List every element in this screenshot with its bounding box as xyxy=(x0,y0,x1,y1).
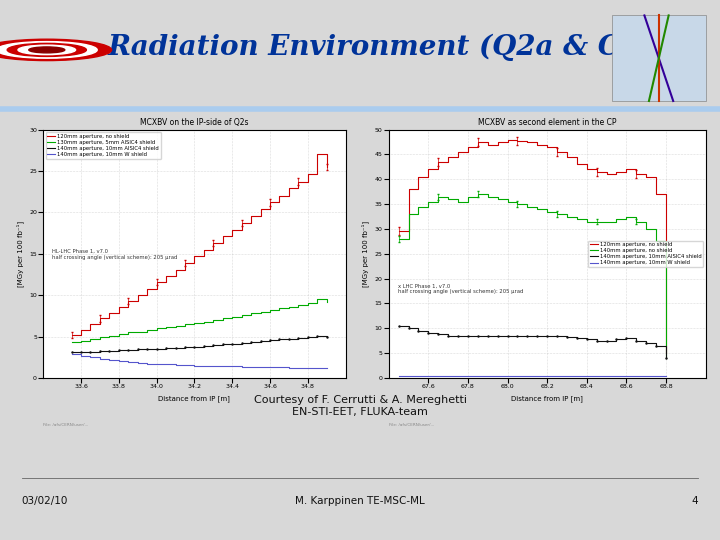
Legend: 120mm aperture, no shield, 140mm aperture, no shield, 140mm aperture, 10mm AISIC: 120mm aperture, no shield, 140mm apertur… xyxy=(588,241,703,267)
Text: M. Karppinen TE-MSC-ML: M. Karppinen TE-MSC-ML xyxy=(295,496,425,507)
Circle shape xyxy=(29,47,65,53)
Text: x LHC Phase 1, v7.0
half crossing angle (vertical scheme): 205 μrad: x LHC Phase 1, v7.0 half crossing angle … xyxy=(398,284,523,294)
Y-axis label: [MGy per 100 fb⁻¹]: [MGy per 100 fb⁻¹] xyxy=(361,221,369,287)
Legend: 120mm aperture, no shield, 130mm aperture, 5mm AISIC4 shield, 140mm aperture, 10: 120mm aperture, no shield, 130mm apertur… xyxy=(46,132,161,159)
X-axis label: Distance from IP [m]: Distance from IP [m] xyxy=(511,395,583,402)
X-axis label: Distance from IP [m]: Distance from IP [m] xyxy=(158,395,230,402)
Circle shape xyxy=(0,42,97,58)
Text: HL-LHC Phase 1, v7.0
half crossing angle (vertical scheme): 205 μrad: HL-LHC Phase 1, v7.0 half crossing angle… xyxy=(53,249,178,260)
Circle shape xyxy=(0,39,112,60)
Circle shape xyxy=(7,43,86,56)
Text: 03/02/10: 03/02/10 xyxy=(22,496,68,507)
Text: File: /afs/CERN/user/...: File: /afs/CERN/user/... xyxy=(43,423,89,427)
Circle shape xyxy=(18,45,76,55)
Title: MCXBV as second element in the CP: MCXBV as second element in the CP xyxy=(478,118,616,127)
Text: File: /afs/CERN/user/...: File: /afs/CERN/user/... xyxy=(389,423,434,427)
Text: Courtesy of F. Cerrutti & A. Mereghetti
EN-STI-EET, FLUKA-team: Courtesy of F. Cerrutti & A. Mereghetti … xyxy=(253,395,467,417)
FancyBboxPatch shape xyxy=(612,16,706,101)
Y-axis label: [MGy per 100 fb⁻¹]: [MGy per 100 fb⁻¹] xyxy=(16,221,24,287)
Text: 4: 4 xyxy=(692,496,698,507)
Title: MCXBV on the IP-side of Q2s: MCXBV on the IP-side of Q2s xyxy=(140,118,248,127)
Text: Radiation Environment (Q2a & CP): Radiation Environment (Q2a & CP) xyxy=(108,34,655,61)
